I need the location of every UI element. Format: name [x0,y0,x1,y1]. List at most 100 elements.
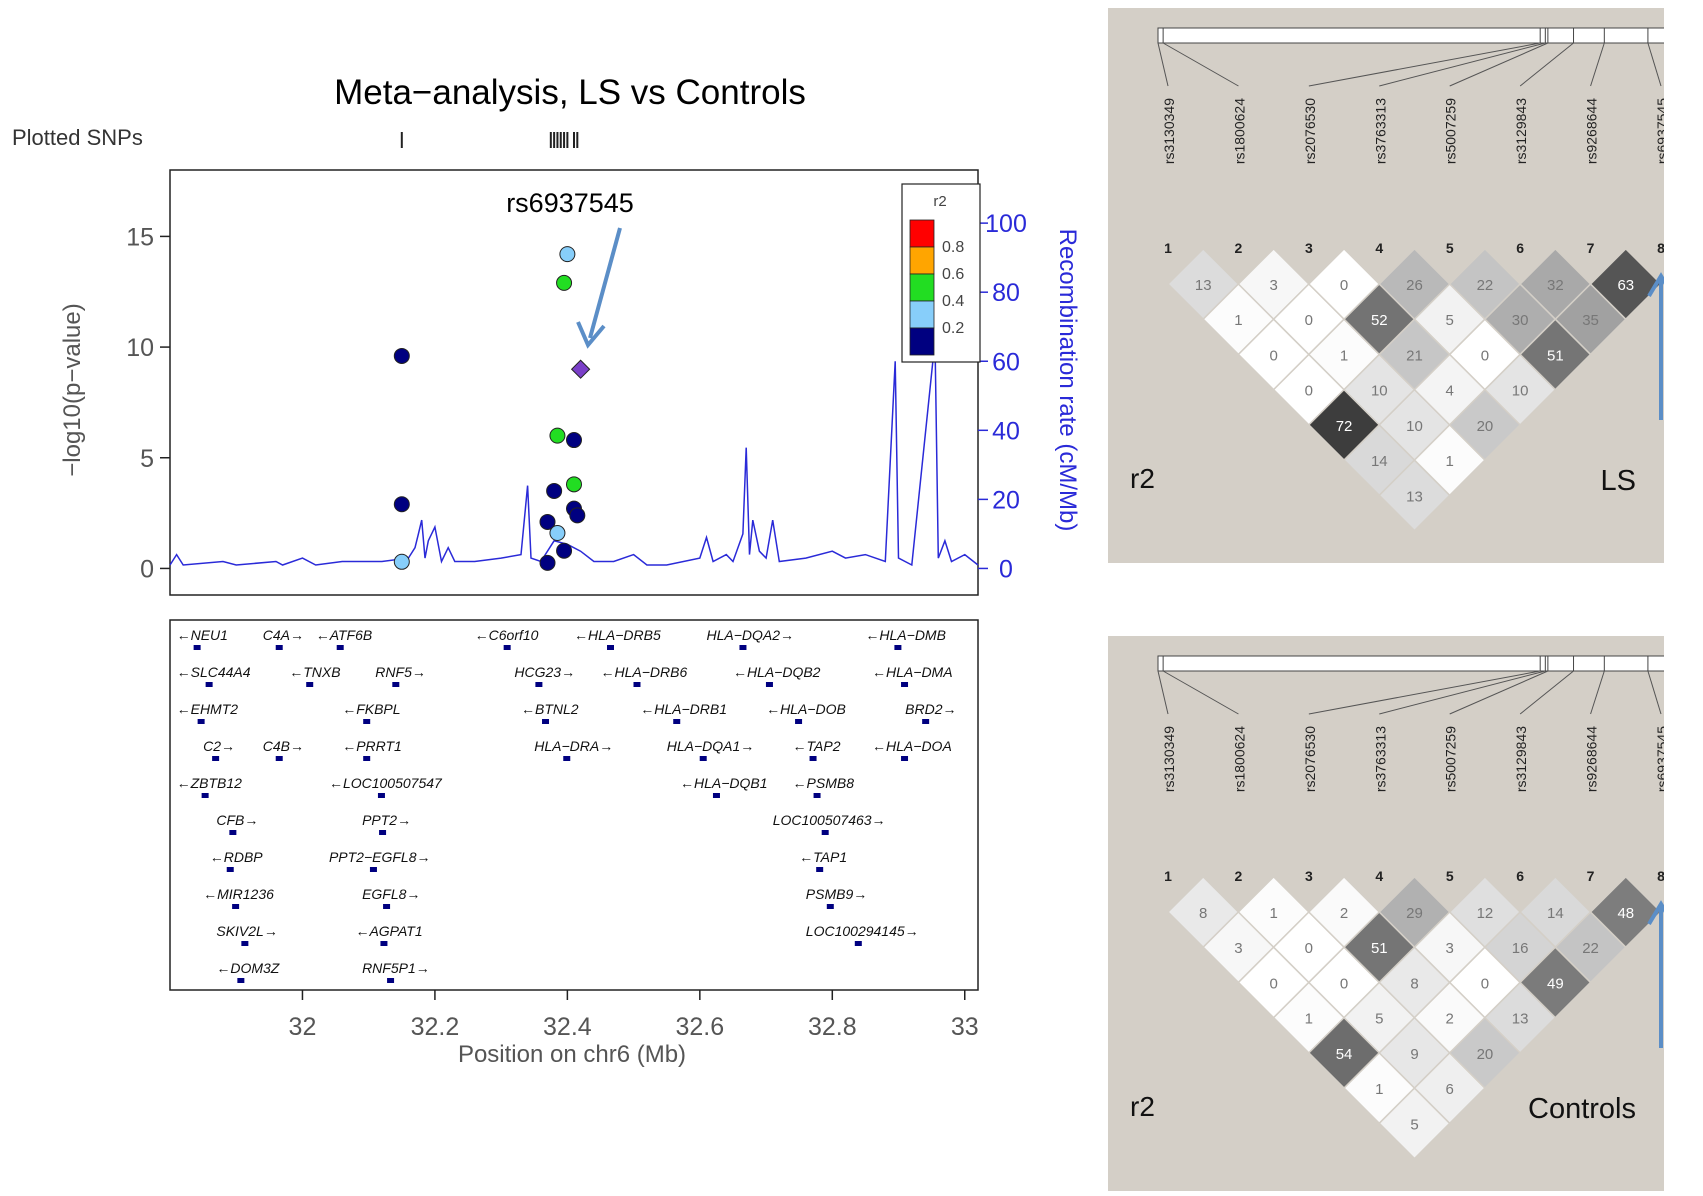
snp-index: 5 [1446,868,1454,884]
snp-name: rs3130349 [1161,98,1177,164]
ld-cell-value: 48 [1617,905,1634,922]
ld-cell-value: 51 [1371,940,1388,957]
gene-exon [387,978,395,983]
ld-cell-value: 32 [1547,277,1564,294]
snp-point [566,476,582,493]
ld-cell-value: 26 [1406,277,1423,294]
snp-map-link [1157,670,1169,715]
ld-cell-value: 1 [1375,1081,1383,1098]
gene-exon [392,682,400,687]
gene-exon [673,719,681,724]
gene-track: ←NEU1 C4A→ ←ATF6B ←C6orf10 ←HLA−DRB5 HLA−DQA2… [169,619,979,991]
snp-name-group: rs2076530 [1302,98,1318,164]
ld-cell-value: 2 [1446,1011,1454,1028]
snp-name: rs1800624 [1231,726,1247,792]
gene-label: C4A→ [263,627,304,643]
gene-exon [607,645,614,650]
x-tick-label: 33 [951,1013,979,1041]
gene-label: ←BTNL2 [521,701,579,717]
gene-exon [795,719,803,724]
gene-label: ←HLA−DRB5 [574,627,661,643]
ld-cell-value: 1 [1234,312,1242,329]
gene-track-frame [169,619,979,991]
x-tick-label: 32.8 [808,1013,857,1041]
snp-index: 2 [1235,868,1243,884]
ld-cell-value: 3 [1234,940,1242,957]
gene-exon [901,756,909,761]
gene-label: ←HLA−DRB1 [640,701,727,717]
snp-index: 4 [1375,868,1383,884]
snp-name: rs5007259 [1443,98,1459,164]
snp-name: rs9268644 [1584,726,1600,792]
gene-label: ←ATF6B [316,627,373,643]
snp-name: rs2076530 [1302,98,1318,164]
gene-label: ←EHMT2 [177,701,239,717]
snp-index: 6 [1516,240,1524,256]
snp-point [393,347,410,364]
gene-exon [363,756,371,761]
ld-cell-value: 16 [1512,940,1529,957]
index-snp-point [570,359,591,379]
snp-name: rs3130349 [1161,726,1177,792]
gene-exon [699,756,707,761]
snp-map-link [1449,42,1549,87]
gene-exon [739,645,747,650]
gene-label: LOC100294145→ [806,923,919,939]
gene-label: ←HLA−DOB [766,701,846,717]
gene-label: ←PRRT1 [342,738,402,754]
gene-exon [306,682,314,687]
ld-heatmap-ls-panel: rs3130349 rs1800624 rs2076530 rs3763313 rs50… [1108,8,1675,563]
gene-label: ←SLC44A4 [177,664,251,680]
ld-cell-value: 0 [1340,277,1348,294]
y-tick-label: 5 [140,445,154,473]
ld-cell-value: 52 [1371,312,1388,329]
snp-map-link [1308,670,1541,715]
gene-label: ←C6orf10 [475,627,539,643]
gene-exon [813,793,821,798]
legend-label: 0.4 [942,293,964,310]
r2-label: r2 [1130,463,1155,494]
gene-label: ←HLA−DQB1 [680,775,768,791]
snp-index: 7 [1587,868,1595,884]
gene-label: C2→ [203,738,235,754]
snp-map-link [1379,42,1546,87]
ld-cell-value: 14 [1371,453,1388,470]
snp-map-link [1647,670,1662,715]
locuszoom-plot: Meta−analysis, LS vs Controls Plotted SN… [12,73,1081,1068]
snp-name-group: rs6937545 [1654,98,1670,164]
y-axis-label-text: −log10(p−value) [59,303,86,476]
ld-cell-value: 0 [1269,975,1277,992]
y2-tick-label: 20 [992,486,1020,514]
x-axis-label: Position on chr6 (Mb) [458,1041,686,1068]
ld-cell-value: 3 [1446,940,1454,957]
gene-label: ←MIR1236 [203,886,274,902]
gene-label: ←HLA−DMA [872,664,953,680]
gene-label: ←DOM3Z [216,960,279,976]
snp-map-link [1379,670,1546,715]
snp-name-group: rs1800624 [1231,726,1247,792]
gene-exon [563,756,571,761]
ld-cell-value: 10 [1512,383,1529,400]
gene-exon [232,904,240,909]
snp-map-link [1647,42,1662,87]
ld-cell-value: 1 [1269,905,1277,922]
snp-index: 4 [1375,240,1383,256]
ld-cell-value: 1 [1305,1011,1313,1028]
gene-exon [901,682,909,687]
gene-label: C4B→ [263,738,304,754]
gene-label: RNF5→ [375,664,426,680]
snp-point [393,496,410,513]
snp-index: 7 [1587,240,1595,256]
gene-label: CFB→ [216,812,258,828]
snp-index: 1 [1164,240,1172,256]
gene-label: SKIV2L→ [216,923,277,939]
snp-name-group: rs6937545 [1654,726,1670,792]
recombination-rate-line [169,340,979,567]
ld-cell-value: 1 [1340,347,1348,364]
snp-map-link [1449,670,1549,715]
gene-label: ←LOC100507547 [329,775,443,791]
x-tick-label: 32 [289,1013,317,1041]
snp-name: rs5007259 [1443,726,1459,792]
snp-index: 5 [1446,240,1454,256]
gene-exon [226,867,234,872]
